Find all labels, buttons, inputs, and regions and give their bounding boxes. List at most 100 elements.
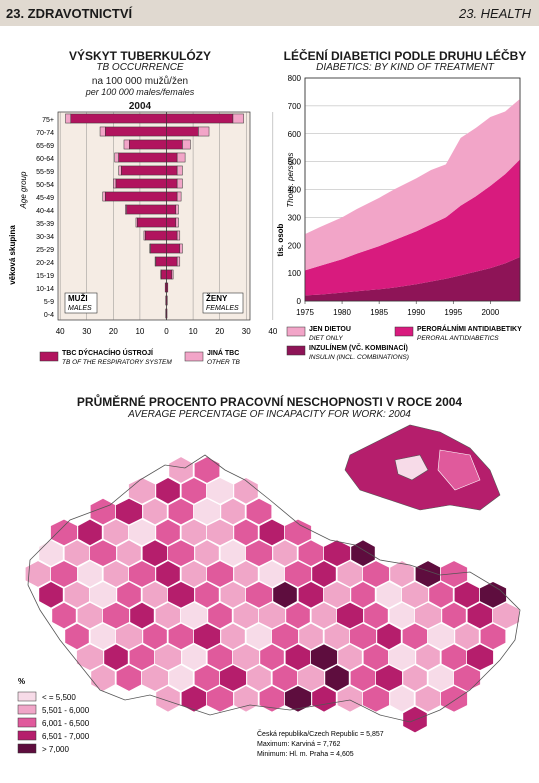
map-title: PRŮMĚRNÉ PROCENTO PRACOVNÍ NESCHOPNOSTI … — [76, 395, 463, 409]
tb-subtitle: na 100 000 mužů/žen — [91, 76, 189, 87]
map-district — [181, 643, 207, 671]
tb-bar-female-other — [176, 178, 183, 189]
map-district — [337, 643, 363, 671]
tb-females-label: ŽENY — [206, 294, 228, 303]
map-inset-prague — [394, 454, 429, 481]
diab-ytick-label: 600 — [288, 130, 302, 139]
tb-ylabel: věková skupina — [8, 225, 17, 285]
tb-age-label: 40-44 — [36, 208, 54, 215]
map-district — [376, 622, 402, 651]
tb-age-label: 15-19 — [36, 273, 54, 280]
tb-males-label-en: MALES — [68, 305, 92, 312]
diab-ylabel: tis. osob — [276, 223, 285, 256]
map-district — [155, 685, 181, 713]
diab-xtick-label: 1980 — [333, 308, 351, 317]
diab-xtick-label: 1995 — [444, 308, 462, 317]
tb-xtick-label: 40 — [56, 327, 65, 336]
tb-legend-other-en: OTHER TB — [207, 359, 241, 366]
tb-bar-female-other — [176, 191, 182, 202]
tb-bar-female-resp — [166, 308, 168, 319]
map-district — [38, 539, 64, 567]
diab-area-diet — [305, 98, 520, 271]
tb-bar-female-other — [176, 256, 181, 267]
tb-legend-resp: TBC DÝCHACÍHO ÚSTROJÍ — [62, 348, 154, 357]
tb-bar-female-other — [176, 152, 186, 163]
map-legend-label: 6,001 - 6,500 — [42, 719, 90, 728]
map-title-en: AVERAGE PERCENTAGE OF INCAPACITY FOR WOR… — [128, 409, 411, 420]
map-district — [38, 581, 64, 609]
map-district — [428, 581, 454, 609]
map-district — [324, 664, 350, 692]
diab-title: LÉČENÍ DIABETICI PODLE DRUHU LÉČBY — [283, 49, 527, 63]
tb-title: VÝSKYT TUBERKULÓZY — [68, 49, 211, 63]
map-legend-label: 6,501 - 7,000 — [42, 732, 90, 741]
tb-ylabel-en: Age group — [19, 171, 28, 209]
tb-age-label: 20-24 — [36, 260, 54, 267]
diab-ytick-label: 700 — [288, 102, 302, 111]
map-district — [285, 601, 311, 630]
diab-legend-insulin-en: INSULIN (INCL. COMBINATIONS) — [309, 354, 409, 361]
map-district — [64, 622, 90, 651]
diab-ytick-label: 0 — [297, 297, 302, 306]
map-district — [272, 539, 298, 567]
tb-legend-swatch-resp — [39, 351, 59, 362]
diab-title-en: DIABETICS: BY KIND OF TREATMENT — [316, 62, 494, 73]
map-note-cr: Česká republika/Czech Republic = 5,857 — [257, 729, 384, 738]
diab-ytick-label: 500 — [288, 158, 302, 167]
tb-xtick-label: 20 — [109, 327, 118, 336]
diab-xtick-label: 1975 — [296, 308, 314, 317]
tb-legend-swatch-other — [184, 351, 204, 362]
tb-age-label: 10-14 — [36, 286, 54, 293]
map-district — [168, 664, 194, 692]
diab-legend-diet-en: DIET ONLY — [309, 335, 343, 342]
map-district — [103, 643, 129, 671]
map-district — [233, 477, 259, 505]
tb-males-box — [64, 292, 98, 314]
map-district — [402, 664, 428, 692]
tb-subtitle-en: per 100 000 males/females — [85, 87, 195, 97]
tb-bar-female-resp — [166, 282, 169, 293]
map-district — [77, 518, 103, 547]
map-district — [155, 560, 181, 588]
map-district — [194, 539, 220, 567]
diab-plot-border — [304, 77, 521, 302]
map-district — [479, 581, 507, 609]
tb-age-label: 55-59 — [36, 169, 54, 176]
tb-bar-female-other — [179, 243, 183, 254]
map-district — [129, 601, 155, 630]
map-district — [246, 664, 272, 692]
map-district — [350, 581, 376, 609]
section-header: 23. ZDRAVOTNICTVÍ 23. HEALTH — [0, 0, 539, 26]
map-district — [298, 622, 324, 651]
map-district — [284, 518, 312, 547]
section-title-en: 23. HEALTH — [458, 6, 531, 21]
tb-bar-female-other — [175, 204, 179, 215]
tb-age-label: 35-39 — [36, 221, 54, 228]
map-legend-swatch — [17, 730, 37, 741]
map-district — [233, 560, 259, 588]
diab-legend-oral-en: PERORAL ANTIDIABETICS — [417, 335, 499, 342]
tb-age-label: 60-64 — [36, 156, 54, 163]
tb-age-label: 50-54 — [36, 182, 54, 189]
tb-xtick-label: 0 — [164, 327, 169, 336]
diab-ytick-label: 200 — [288, 241, 302, 250]
tb-age-label: 65-69 — [36, 143, 54, 150]
tb-females-box — [202, 292, 244, 314]
map-legend-swatch — [17, 691, 37, 702]
tb-xtick-label: 20 — [215, 327, 224, 336]
diab-legend-swatch-diet — [286, 326, 306, 337]
map-district — [415, 643, 441, 671]
map-district — [466, 643, 494, 671]
map-district — [233, 518, 259, 547]
map-district — [116, 581, 142, 609]
map-district — [116, 539, 142, 567]
map-district — [168, 456, 194, 484]
diab-legend-swatch-insulin — [286, 345, 306, 356]
map-district — [479, 622, 507, 651]
tb-legend-resp-en: TB OF THE RESPIRATORY SYSTEM — [62, 359, 172, 366]
tb-age-label: 5-9 — [44, 299, 54, 306]
tb-xtick-label: 30 — [242, 327, 251, 336]
tb-bar-female-other — [232, 113, 244, 124]
diab-ytick-label: 300 — [288, 213, 302, 222]
